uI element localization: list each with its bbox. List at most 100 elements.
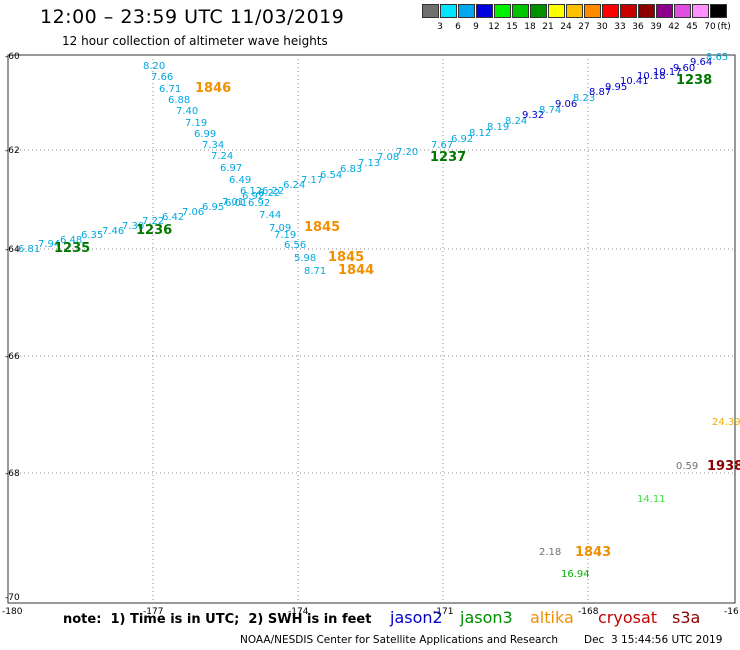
lat-label: -62: [5, 146, 20, 156]
track-value: 10.17: [653, 67, 682, 78]
track-value: 7.09: [269, 223, 291, 234]
grid-lines: [8, 55, 735, 603]
color-swatch-label: 33: [614, 22, 626, 32]
color-swatch: [674, 4, 691, 18]
color-swatch: [602, 4, 619, 18]
lat-label: -68: [5, 469, 20, 479]
color-swatch: [620, 4, 637, 18]
track-value: 7.08: [377, 152, 399, 163]
track-value: 6.35: [81, 230, 103, 241]
track-value: 6.92: [248, 198, 270, 209]
legend-jason3: jason3: [460, 608, 513, 627]
track-value: 6.49: [229, 175, 251, 186]
color-swatch: [494, 4, 511, 18]
track-value: 8.12: [469, 128, 491, 139]
track-value: 7.40: [176, 106, 198, 117]
map-subtitle: 12 hour collection of altimeter wave hei…: [62, 34, 328, 48]
spot-value: 1843: [575, 545, 611, 560]
color-swatch-label: 39: [650, 22, 662, 32]
track-value: 7.24: [211, 151, 233, 162]
track-value: 7.22: [142, 216, 164, 227]
spot-value: 2.18: [539, 547, 561, 558]
track-time: 1844: [338, 263, 374, 278]
color-swatch-label: 9: [473, 22, 479, 32]
color-scale-unit: (ft): [717, 22, 731, 32]
track-value: 7.44: [259, 210, 281, 221]
map-title: 12:00 – 23:59 UTC 11/03/2019: [40, 6, 345, 28]
color-swatch-label: 36: [632, 22, 644, 32]
track-value: 8.19: [487, 122, 509, 133]
spot-value: 24.39: [712, 417, 740, 428]
color-swatch: [458, 4, 475, 18]
lat-label: -66: [5, 352, 20, 362]
track-value: 6.56: [284, 240, 306, 251]
track-time: 1845: [328, 250, 364, 265]
track-value: 9.06: [555, 99, 577, 110]
track-value: 6.48: [60, 235, 82, 246]
color-swatch: [638, 4, 655, 18]
lon-label: -174: [288, 607, 309, 617]
track-value: 6.99: [194, 129, 216, 140]
track-value: 8.71: [304, 266, 326, 277]
track-value: 6.01: [225, 198, 247, 209]
color-swatch: [512, 4, 529, 18]
legend-s3a: s3a: [672, 608, 701, 627]
track-value: 5.98: [294, 253, 316, 264]
track-value: 7.30: [122, 221, 144, 232]
track-value: 9.95: [605, 82, 627, 93]
track-value: 7.17: [301, 175, 323, 186]
track-value: 7.19: [185, 118, 207, 129]
track-value: 9.64: [690, 57, 712, 68]
track-time: 1846: [195, 81, 231, 96]
color-swatch-label: 3: [437, 22, 443, 32]
color-swatch: [530, 4, 547, 18]
track-value: 6.71: [159, 84, 181, 95]
track-value: 8.20: [143, 61, 165, 72]
spot-value: 1938: [707, 459, 740, 474]
lon-label: -177: [143, 607, 163, 617]
lat-label: -64: [5, 245, 20, 255]
track-time: 1845: [304, 220, 340, 235]
track-value: 8.87: [589, 87, 611, 98]
track-value: 6.92: [242, 191, 264, 202]
track-value: 6.22: [258, 188, 280, 199]
track-value: 10.18: [637, 71, 666, 82]
map-frame: [7, 54, 736, 604]
track-value: 6.88: [168, 95, 190, 106]
lon-label: -180: [2, 607, 23, 617]
track-value: 7.66: [151, 72, 173, 83]
color-swatch-label: 21: [542, 22, 554, 32]
track-value: 9.32: [522, 110, 544, 121]
track-time: 1237: [430, 150, 466, 165]
lat-label: -70: [5, 593, 20, 603]
color-swatch-label: 15: [506, 22, 518, 32]
color-swatch: [656, 4, 673, 18]
color-swatch: [692, 4, 709, 18]
legend-jason2: jason2: [390, 608, 443, 627]
track-value: 7.13: [358, 158, 380, 169]
track-value: 7.20: [396, 147, 418, 158]
color-swatch-label: 12: [488, 22, 500, 32]
track-value: 8.23: [573, 93, 595, 104]
spot-value: 0.59: [676, 461, 698, 472]
spot-value: 16.94: [561, 569, 590, 580]
track-value: 6.81: [18, 244, 40, 255]
generated-timestamp: Dec 3 15:44:56 UTC 2019: [584, 634, 723, 646]
track-value: 8.65: [706, 52, 728, 63]
color-swatch-label: 24: [560, 22, 572, 32]
color-swatch-label: 18: [524, 22, 536, 32]
legend-altika: altika: [530, 608, 574, 627]
track-value: 6.24: [283, 180, 305, 191]
track-value: 6.54: [320, 170, 342, 181]
color-swatch: [422, 4, 439, 18]
credit-line: NOAA/NESDIS Center for Satellite Applica…: [240, 634, 558, 646]
track-value: 6.83: [340, 164, 362, 175]
track-value: 6.42: [162, 212, 184, 223]
track-value: 7.67: [431, 140, 453, 151]
lon-label: -171: [433, 607, 453, 617]
track-value: 6.95: [202, 202, 224, 213]
color-swatch: [548, 4, 565, 18]
color-swatch-label: 45: [686, 22, 698, 32]
lon-label: -168: [578, 607, 599, 617]
